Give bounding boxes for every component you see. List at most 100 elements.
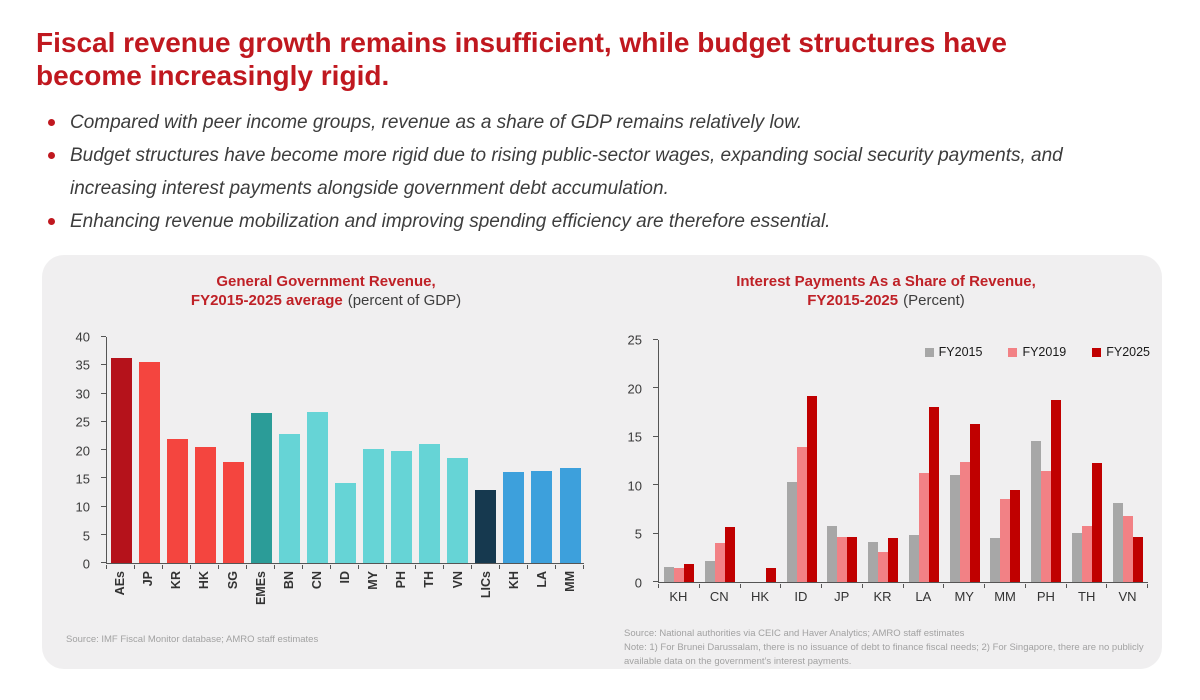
bar-MY <box>363 448 385 563</box>
y-axis: 0 5 10 15 20 25 30 35 40 <box>58 330 100 572</box>
y-tick-label: 40 <box>75 329 90 345</box>
bar-KH <box>503 472 525 563</box>
bar-group <box>741 340 782 582</box>
x-axis-label: KH <box>669 589 688 604</box>
chart-title-units: (percent of GDP) <box>347 292 462 309</box>
x-axis-label: PH <box>394 571 409 589</box>
bar-slot <box>528 337 556 563</box>
bar-FY2019-JP <box>837 537 848 582</box>
bar-slot <box>135 337 163 563</box>
x-tick-mark <box>526 565 528 569</box>
bar-FY2025-KR <box>888 538 899 582</box>
bar-slot <box>303 337 331 563</box>
bar-EMEs <box>250 412 272 563</box>
x-tick-mark <box>442 565 444 569</box>
bar-FY2015-PH <box>1031 440 1042 582</box>
page-title-line2: become increasingly rigid. <box>36 60 390 91</box>
chart-title-line2-red: FY2015-2025 <box>807 292 899 309</box>
bar-slot <box>472 337 500 563</box>
x-tick-mark <box>1106 584 1108 588</box>
bar-AEs <box>110 358 132 563</box>
x-tick-mark <box>330 565 332 569</box>
bar-FY2015-MM <box>990 538 1001 582</box>
chart-title-units: (Percent) <box>903 292 965 309</box>
bullet-list: Compared with peer income groups, revenu… <box>38 106 1138 238</box>
bullet-icon <box>48 119 55 126</box>
y-tick-mark <box>101 562 106 563</box>
bar-FY2019-TH <box>1081 525 1092 582</box>
x-tick-mark <box>470 565 472 569</box>
x-ticks <box>106 565 584 569</box>
chart-title-line1: Interest Payments As a Share of Revenue, <box>736 273 1036 290</box>
bar-slot <box>500 337 528 563</box>
x-tick-mark <box>106 565 107 569</box>
x-tick-mark <box>1065 584 1067 588</box>
x-tick-mark <box>739 584 741 588</box>
y-tick-label: 20 <box>627 381 642 397</box>
x-tick-mark <box>134 565 136 569</box>
x-axis-label: HK <box>751 589 770 604</box>
bar-FY2015-ID <box>786 482 797 582</box>
y-tick-label: 35 <box>75 357 90 373</box>
x-axis-label: KR <box>873 589 892 604</box>
x-tick-mark <box>658 584 659 588</box>
x-axis-label: MY <box>366 571 381 590</box>
bar-FY2015-JP <box>827 525 838 582</box>
bar-group <box>904 340 945 582</box>
y-tick-mark <box>653 435 658 437</box>
bar-FY2015-VN <box>1112 502 1123 582</box>
x-tick-mark <box>386 565 388 569</box>
bar-FY2015-TH <box>1071 532 1082 582</box>
x-axis-label: EMEs <box>253 571 268 606</box>
bar-slot <box>219 337 247 563</box>
x-axis-label: LA <box>915 589 932 604</box>
bar-slot <box>360 337 388 563</box>
bar-LA <box>531 471 553 563</box>
bar-JP <box>138 362 160 563</box>
bar-group <box>781 340 822 582</box>
bar-FY2019-MM <box>1000 498 1011 582</box>
y-tick-label: 20 <box>75 443 90 458</box>
x-tick-mark <box>861 584 863 588</box>
legend-swatch <box>1092 347 1102 357</box>
y-tick-mark <box>101 364 106 366</box>
plot-area <box>101 336 584 564</box>
bar-FY2019-VN <box>1122 516 1133 582</box>
list-item: Compared with peer income groups, revenu… <box>38 106 1138 139</box>
bar-slot <box>444 337 472 563</box>
bar-BN <box>278 434 300 563</box>
bar-LICs <box>475 490 497 563</box>
y-tick-label: 15 <box>75 471 90 487</box>
x-tick-mark <box>698 584 700 588</box>
x-tick-mark <box>218 565 220 569</box>
x-tick-mark <box>302 565 304 569</box>
legend: FY2015 FY2019 FY2025 <box>924 345 1150 359</box>
bullet-icon <box>48 152 55 159</box>
x-axis-label: VN <box>450 571 465 589</box>
x-axis-labels: AEs JP KR HK SG EMEs BN CN ID MY PH TH VN LICs KH LA MM <box>106 571 584 623</box>
x-axis-label: PH <box>1036 589 1055 604</box>
bar-slot <box>107 337 135 563</box>
bar-group <box>1067 340 1108 582</box>
y-tick-mark <box>101 533 106 535</box>
revenue-bar-chart: General Government Revenue, FY2015-2025 … <box>52 267 600 665</box>
x-axis-label: JP <box>834 589 850 604</box>
y-tick-label: 15 <box>627 429 642 445</box>
y-tick-mark <box>101 392 106 394</box>
x-ticks <box>658 584 1148 588</box>
bar-KR <box>166 438 188 563</box>
x-tick-mark <box>821 584 822 588</box>
x-axis-label: LICs <box>478 571 493 599</box>
bar-FY2019-CN <box>715 543 726 582</box>
y-axis: 0 5 10 15 20 25 <box>612 333 652 591</box>
bar-FY2019-ID <box>796 447 807 582</box>
x-axis-label: TH <box>1078 589 1096 604</box>
x-tick-mark <box>554 565 556 569</box>
x-tick-mark <box>274 565 276 569</box>
x-tick-mark <box>358 565 360 569</box>
bullet-text: Budget structures have become more rigid… <box>70 145 1063 199</box>
legend-item: FY2019 <box>1008 345 1066 359</box>
x-tick-mark <box>1147 584 1148 588</box>
bar-slot <box>163 337 191 563</box>
y-tick-mark <box>101 336 106 337</box>
